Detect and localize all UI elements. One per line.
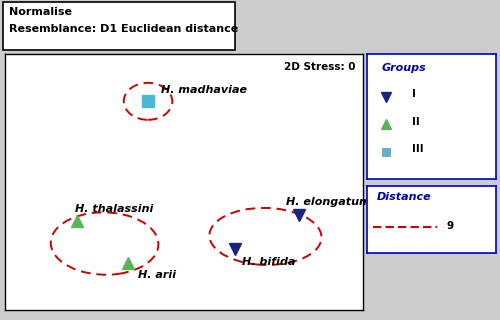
- Text: Groups: Groups: [382, 63, 426, 73]
- Text: Resemblance: D1 Euclidean distance: Resemblance: D1 Euclidean distance: [9, 24, 238, 34]
- Text: 9: 9: [446, 221, 454, 231]
- Text: 2D Stress: 0: 2D Stress: 0: [284, 62, 356, 72]
- Text: H. thalassini: H. thalassini: [75, 204, 154, 214]
- Text: H. madhaviae: H. madhaviae: [161, 85, 247, 95]
- Text: Distance: Distance: [377, 192, 432, 202]
- Text: II: II: [412, 117, 420, 127]
- Text: H. elongatum: H. elongatum: [286, 197, 370, 207]
- Text: III: III: [412, 144, 424, 154]
- Text: Normalise: Normalise: [9, 7, 72, 17]
- Text: H. arii: H. arii: [138, 270, 176, 280]
- Text: H. bifida: H. bifida: [242, 257, 296, 267]
- Text: I: I: [412, 89, 416, 99]
